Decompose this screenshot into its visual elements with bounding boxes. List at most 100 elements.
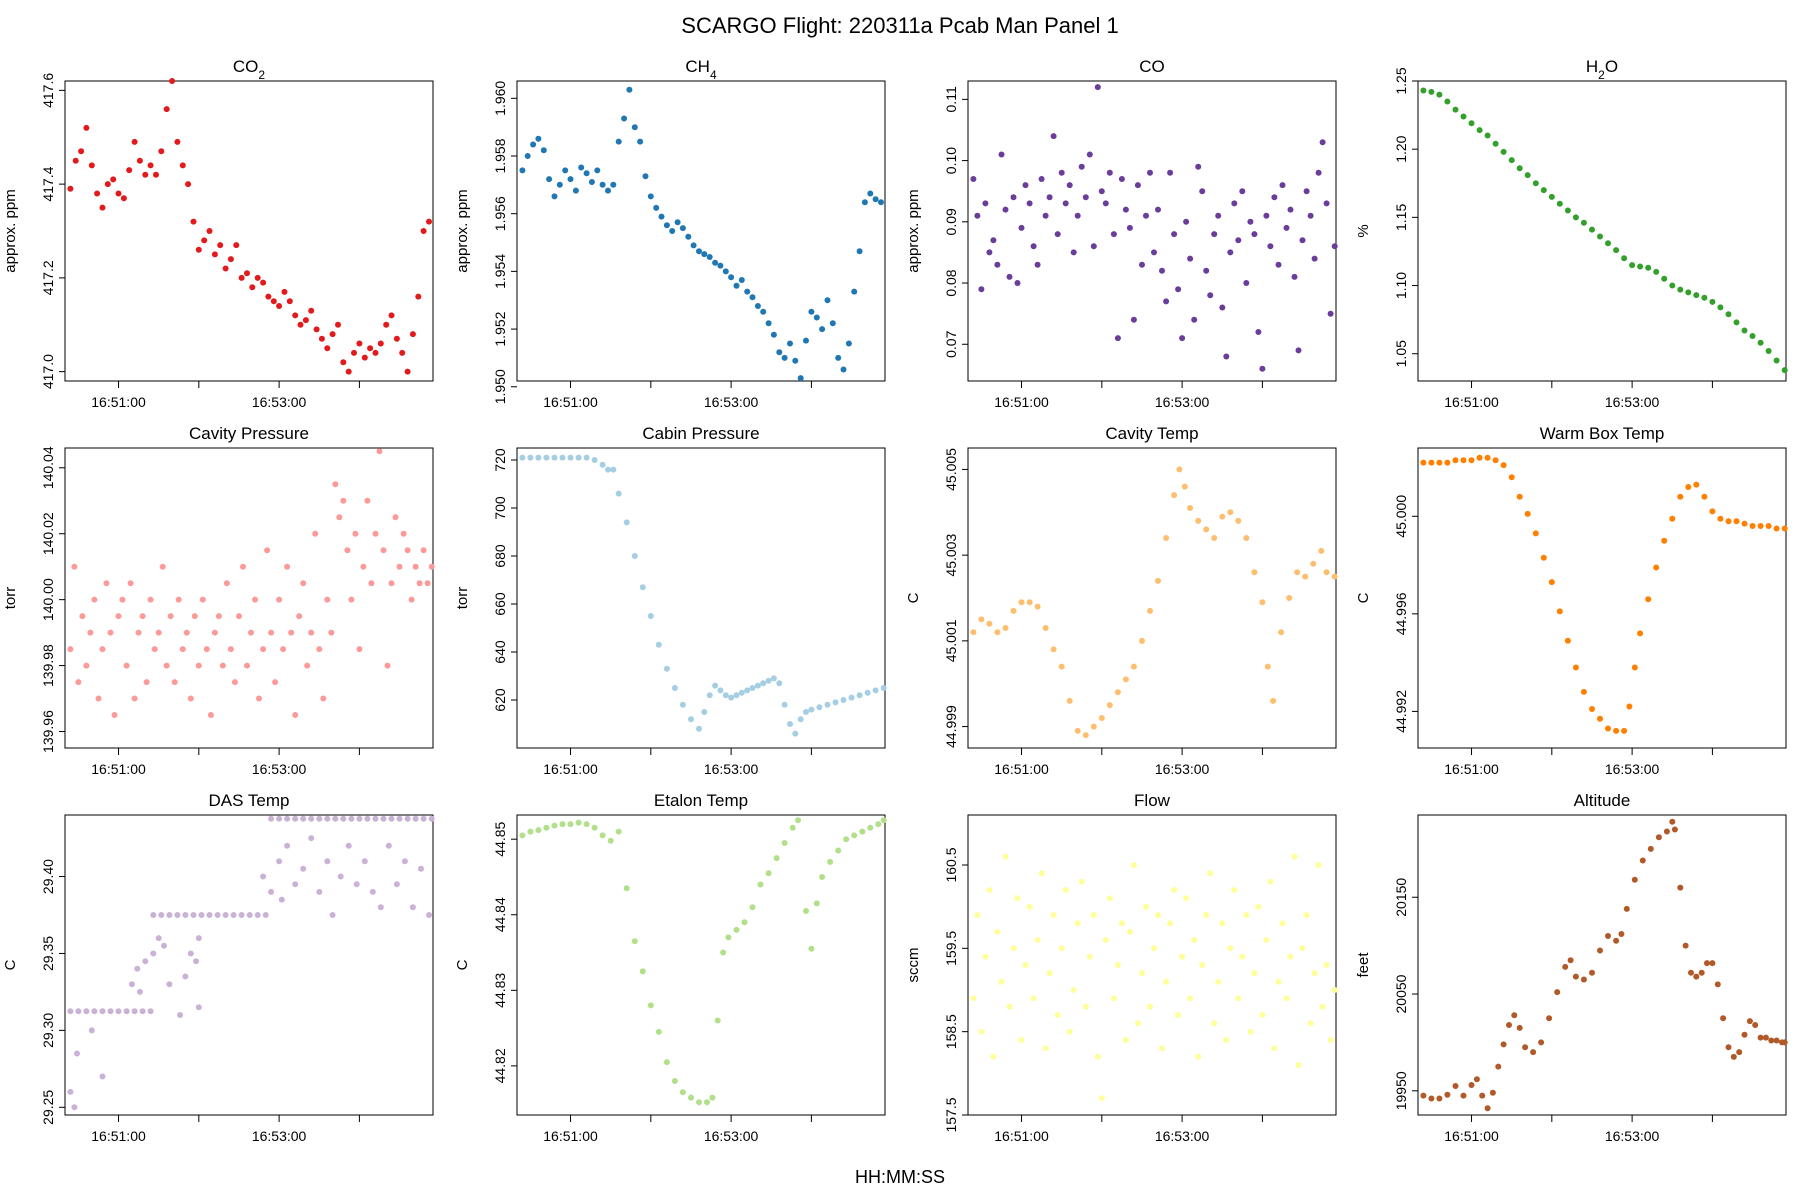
- data-point: [345, 842, 352, 849]
- data-point: [655, 1028, 662, 1035]
- data-point: [324, 596, 331, 603]
- data-point: [1626, 703, 1633, 710]
- data-point: [1038, 870, 1045, 877]
- data-point: [1310, 560, 1317, 567]
- data-point: [383, 321, 390, 328]
- data-point: [1267, 878, 1274, 885]
- chart-title-main: Flow: [1134, 791, 1171, 810]
- data-point: [87, 629, 94, 636]
- data-point: [647, 193, 654, 200]
- data-point: [701, 251, 708, 258]
- data-point: [328, 629, 335, 636]
- data-point: [384, 662, 391, 669]
- data-point: [1191, 937, 1198, 943]
- data-point: [1452, 457, 1459, 464]
- data-point: [797, 716, 804, 723]
- data-point: [1524, 172, 1531, 179]
- data-point: [1781, 1039, 1788, 1046]
- y-axis-label: C: [905, 592, 922, 603]
- data-point: [1066, 1028, 1073, 1035]
- data-point: [733, 282, 740, 289]
- data-point: [1167, 169, 1174, 176]
- data-point: [167, 613, 174, 620]
- data-point: [155, 935, 162, 942]
- data-point: [1741, 520, 1748, 527]
- data-point: [556, 181, 563, 188]
- data-point: [704, 1099, 710, 1106]
- data-point: [824, 701, 831, 708]
- data-point: [233, 242, 240, 249]
- x-tick-label: 16:51:00: [543, 761, 598, 777]
- data-point: [1147, 1003, 1153, 1010]
- data-point: [647, 613, 654, 619]
- data-series: [1420, 454, 1788, 734]
- data-point: [1014, 895, 1021, 902]
- data-point: [107, 1008, 114, 1015]
- data-point: [1319, 1003, 1326, 1010]
- data-point: [970, 176, 977, 182]
- data-point: [808, 945, 815, 952]
- data-point: [163, 662, 170, 669]
- data-point: [1199, 188, 1206, 195]
- data-point: [1315, 862, 1322, 868]
- plot-frame: [64, 80, 434, 382]
- data-point: [418, 865, 424, 872]
- data-point: [1106, 702, 1113, 709]
- data-series: [970, 466, 1338, 739]
- data-point: [158, 148, 165, 155]
- data-point: [198, 912, 205, 918]
- data-point: [104, 181, 111, 188]
- data-point: [1130, 316, 1137, 323]
- data-point: [575, 819, 582, 826]
- data-point: [787, 721, 793, 727]
- data-point: [1773, 1037, 1780, 1044]
- data-point: [1299, 237, 1306, 244]
- y-axis-label: C: [1355, 592, 1372, 603]
- data-point: [546, 176, 553, 183]
- data-point: [230, 912, 237, 918]
- chart-title-main: Warm Box Temp: [1540, 424, 1665, 443]
- data-point: [185, 181, 192, 188]
- data-point: [773, 855, 780, 862]
- data-point: [364, 497, 371, 504]
- data-point: [292, 815, 299, 822]
- data-point: [567, 176, 574, 183]
- data-point: [578, 164, 585, 171]
- data-point: [1110, 995, 1117, 1002]
- data-point: [337, 873, 344, 880]
- data-point: [1219, 513, 1226, 520]
- data-point: [119, 596, 126, 603]
- data-point: [1267, 243, 1274, 250]
- data-point: [706, 254, 713, 260]
- data-point: [1195, 1053, 1202, 1060]
- data-point: [1473, 1076, 1480, 1083]
- data-series: [519, 454, 887, 737]
- y-tick-label: 44.999: [943, 705, 959, 748]
- data-point: [776, 349, 783, 356]
- data-point: [88, 1027, 95, 1034]
- data-point: [1118, 920, 1125, 927]
- data-point: [388, 312, 395, 319]
- data-point: [663, 665, 670, 672]
- data-point: [535, 135, 542, 142]
- data-point: [1143, 212, 1149, 219]
- data-point: [813, 900, 820, 907]
- data-point: [227, 256, 234, 263]
- data-point: [420, 815, 427, 822]
- data-point: [1701, 294, 1708, 301]
- data-point: [738, 277, 745, 283]
- data-point: [789, 824, 796, 831]
- data-point: [749, 294, 756, 301]
- chart-title: H2O: [1586, 57, 1618, 82]
- data-point: [1176, 466, 1183, 473]
- data-point: [1255, 903, 1262, 910]
- data-point: [134, 965, 141, 972]
- data-point: [1078, 878, 1085, 885]
- data-point: [380, 547, 387, 554]
- data-point: [385, 842, 392, 849]
- data-point: [663, 222, 670, 229]
- data-point: [864, 689, 871, 696]
- data-point: [1106, 169, 1113, 176]
- data-point: [1034, 603, 1041, 610]
- data-point: [1062, 200, 1069, 207]
